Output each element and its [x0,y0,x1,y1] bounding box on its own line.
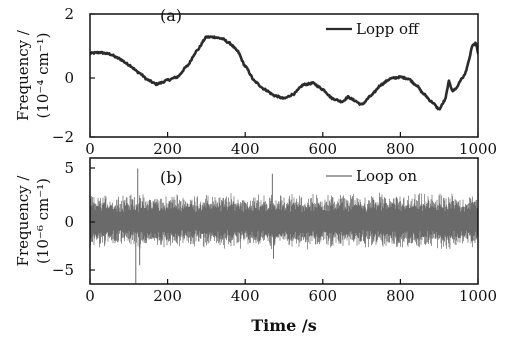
x-tick-label: 0 [85,140,95,158]
y-tick-label: 2 [64,5,74,23]
x-tick-label: 800 [386,140,415,158]
y-tick-label: 0 [64,69,74,87]
x-tick-label: 400 [231,287,260,305]
x-tick-label: 200 [153,140,182,158]
plot-frame [89,13,479,138]
x-axis-title: Time /s [251,316,317,335]
y-tick-label: 0 [64,213,74,231]
panel-b: Loop on 0 200 400 600 800 1000 5 0 −5 (b) Frequency… [14,157,497,335]
x-tick-label: 600 [308,287,337,305]
series-group [90,168,478,284]
x-tick-label: 400 [231,140,260,158]
legend-label: Loop on [356,167,417,185]
panel-label: (b) [160,168,183,187]
y-tick-label: −5 [52,261,74,279]
y-axis-title-line-2: (10⁻⁶ cm⁻¹) [34,178,52,264]
y-axis-title-line-2: (10⁻⁴ cm⁻¹) [34,32,52,118]
y-axis-title-line-1: Frequency / [14,29,32,121]
y-tick-label: 5 [64,159,74,177]
panel-a: Lopp off 0 200 400 600 800 1000 2 0 −2 (a) Frequenc… [14,5,497,158]
legend-label: Lopp off [356,20,420,38]
panel-label: (a) [160,6,182,25]
x-tick-label: 0 [85,287,95,305]
series-line-lopp-off [90,35,478,111]
y-tick-label: −2 [52,128,74,146]
series-line-loop-on [90,192,478,250]
x-tick-label: 600 [308,140,337,158]
series-group [90,35,478,111]
x-tick-label: 1000 [459,140,497,158]
x-tick-label: 200 [153,287,182,305]
x-tick-label: 1000 [459,287,497,305]
plot-frame [89,157,479,285]
y-axis-title-line-1: Frequency / [14,175,32,267]
x-tick-label: 800 [386,287,415,305]
